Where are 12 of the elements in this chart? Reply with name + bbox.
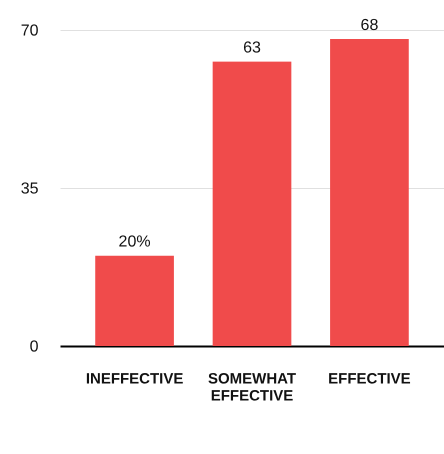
data-label: 20% (118, 234, 151, 251)
y-tick-label: 35 (20, 180, 39, 198)
x-tick-label: INEFFECTIVE (86, 370, 184, 388)
bar (95, 256, 174, 346)
bar (212, 62, 292, 346)
x-tick-label: EFFECTIVE (328, 370, 411, 388)
data-label: 63 (243, 40, 261, 57)
data-label: 68 (360, 17, 378, 34)
y-tick-label: 0 (30, 338, 39, 356)
y-tick-label: 70 (20, 22, 39, 40)
x-tick-label: SOMEWHAT EFFECTIVE (208, 370, 296, 404)
bar (330, 39, 409, 346)
